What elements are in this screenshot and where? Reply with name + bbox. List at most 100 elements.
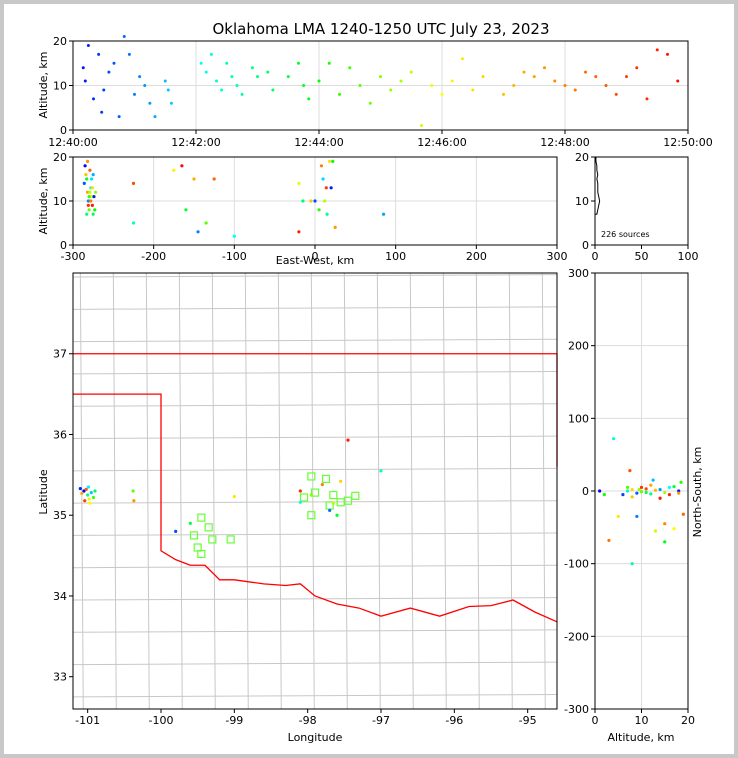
p2-xtick-label: -300 xyxy=(61,250,86,263)
p2-source-point xyxy=(309,199,313,203)
p1-source-point xyxy=(271,88,275,92)
p5-ytick-label: 100 xyxy=(568,412,589,425)
p4-county-line xyxy=(72,274,558,278)
p5-ytick-label: 200 xyxy=(568,340,589,353)
p2-source-point xyxy=(313,199,317,203)
p1-source-point xyxy=(86,43,90,47)
p2-source-point xyxy=(172,168,176,172)
p2-source-point xyxy=(131,221,136,225)
p1-source-point xyxy=(368,101,372,105)
p4-source-point xyxy=(86,485,90,489)
p5-source-point xyxy=(679,480,683,484)
p5-source-point xyxy=(651,478,655,482)
p1-source-point xyxy=(327,61,331,65)
p4-source-point xyxy=(309,493,313,497)
p1-source-point xyxy=(127,52,131,56)
p4-county-line xyxy=(72,564,558,569)
p1-source-point xyxy=(614,92,618,96)
p4-ytick-label: 36 xyxy=(53,428,67,441)
p4-source-point xyxy=(320,482,324,487)
p5-source-point xyxy=(602,493,606,497)
p1-source-point xyxy=(117,115,121,119)
p1-source-point xyxy=(573,88,577,92)
p5-source-point xyxy=(635,491,639,495)
p1-source-point xyxy=(209,52,213,56)
p2-source-point xyxy=(85,190,90,194)
p4-county-line xyxy=(178,272,183,710)
p2-source-point xyxy=(91,173,95,177)
p4-county-line xyxy=(72,532,558,536)
p1-source-point xyxy=(563,84,567,87)
p1-source-point xyxy=(440,92,444,96)
p1-source-point xyxy=(450,79,454,83)
p5-xtick-label: 20 xyxy=(681,714,695,727)
p1-source-point xyxy=(286,75,290,79)
p2-xtick-label: 100 xyxy=(385,250,406,263)
p5-source-point xyxy=(667,485,672,489)
p1-xtick-label: 12:40:00 xyxy=(48,136,97,149)
p1-ytick-label: 10 xyxy=(53,80,67,93)
p5-source-point xyxy=(663,522,667,526)
p2-source-point xyxy=(89,177,94,181)
p4-station-marker xyxy=(208,535,217,544)
p5-source-point xyxy=(612,437,616,441)
p4-source-point xyxy=(83,499,87,503)
p1-source-point xyxy=(215,79,218,83)
p1-source-point xyxy=(522,70,526,74)
p1-source-point xyxy=(584,70,587,74)
p2-xtick-label: 0 xyxy=(312,250,319,263)
p5-source-point xyxy=(625,485,630,489)
p4-station-marker xyxy=(197,549,206,559)
p4-source-point xyxy=(339,479,343,483)
p1-source-point xyxy=(102,88,106,92)
p2-source-point xyxy=(180,164,184,168)
p2-source-point xyxy=(331,159,335,163)
p1-ylabel: Altitude, km xyxy=(37,51,50,118)
p1-source-point xyxy=(594,75,598,79)
northsouth-altitude-panel: 0 10 20 -300 -200 -100 0 100 200 300 xyxy=(564,267,695,727)
p1-source-point xyxy=(430,84,434,87)
p1-xtick-label: 12:50:00 xyxy=(663,136,712,149)
p1-source-point xyxy=(143,84,147,87)
p3-ytick-label: 10 xyxy=(575,195,589,208)
p4-source-point xyxy=(174,529,178,533)
p5-ytick-label: -200 xyxy=(564,630,589,643)
p4-station-marker xyxy=(343,496,353,505)
p5-source-point xyxy=(672,485,676,489)
p4-county-line xyxy=(72,467,558,472)
plan-view-map-panel: -101 -100 -99 -98 -97 -96 -95 33 34 35 36 37 xyxy=(53,272,558,727)
p2-source-point xyxy=(86,199,90,203)
p5-source-point xyxy=(653,488,658,492)
p1-source-point xyxy=(409,70,413,74)
p1-source-point xyxy=(133,92,136,96)
p5-source-point xyxy=(628,469,632,473)
p4-source-point xyxy=(91,495,96,500)
p5-frame xyxy=(594,272,689,710)
p5-source-point xyxy=(658,496,662,500)
p1-source-point xyxy=(532,75,536,79)
p1-source-point xyxy=(389,88,393,92)
p4-xtick-label: -96 xyxy=(445,714,463,727)
p2-source-point xyxy=(196,230,200,234)
p1-xtick-label: 12:46:00 xyxy=(417,136,466,149)
p4-county-line xyxy=(72,500,558,504)
p1-source-point xyxy=(317,79,321,83)
p4-source-point xyxy=(88,501,92,505)
p2-source-point xyxy=(212,177,216,181)
p5-source-point xyxy=(621,493,625,497)
p1-source-point xyxy=(358,84,362,87)
p1-source-point xyxy=(81,66,85,70)
p4-county-line xyxy=(277,272,282,710)
p4-county-line xyxy=(72,661,558,666)
p4-xtick-label: -100 xyxy=(149,714,174,727)
p1-source-point xyxy=(204,70,208,74)
p4-source-point xyxy=(298,489,302,493)
p1-source-point xyxy=(163,79,167,83)
p1-source-point xyxy=(676,79,680,83)
p1-source-point xyxy=(266,70,270,74)
p5-ylabel: North-South, km xyxy=(691,447,704,538)
p2-source-point xyxy=(184,208,188,212)
p1-source-point xyxy=(655,48,659,52)
p2-source-point xyxy=(93,190,98,194)
